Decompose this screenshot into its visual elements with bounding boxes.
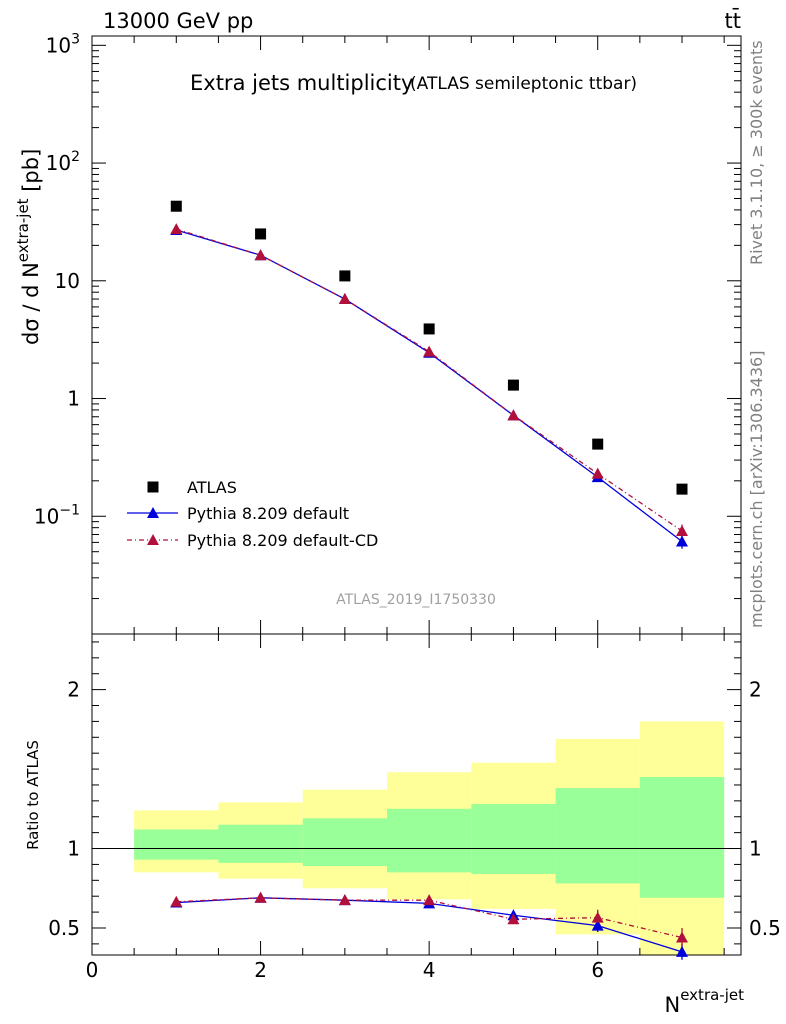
ratio-y-tick-label-right: 0.5 xyxy=(749,916,781,940)
legend: ATLAS Pythia 8.209 default Pythia 8.209 de… xyxy=(127,478,378,550)
legend-pythia-8-209-default-marker xyxy=(147,507,159,518)
axis-ticks xyxy=(91,36,741,955)
pythia-8-209-default-line xyxy=(176,229,683,543)
ratio-pythia-8-209-default-cd-point xyxy=(423,894,436,906)
ratio-pythia-8-209-default-point xyxy=(591,919,604,931)
ratio-y-axis-label: Ratio to ATLAS xyxy=(24,740,42,850)
atlas-point xyxy=(507,379,519,391)
legend-atlas-marker xyxy=(147,481,159,493)
header-left-label: 13000 GeV pp xyxy=(103,9,253,33)
ratio-pythia-8-209-default-cd-point xyxy=(338,894,351,906)
main-y-tick-label: 103 xyxy=(46,31,80,57)
tick-labels: 10−1 1 10 102 103 0 2 4 6 0.5 0.5 1 1 2 2 dσ / d Nextra… xyxy=(14,31,781,1017)
pythia-8-209-default-cd-point xyxy=(591,467,604,479)
watermark-label: ATLAS_2019_I1750330 xyxy=(336,592,496,608)
pythia-8-209-default-cd-line xyxy=(176,228,683,532)
atlas-point xyxy=(592,438,604,450)
ratio-y-tick-label: 0.5 xyxy=(48,916,80,940)
legend-pythia-8-209-default-label: Pythia 8.209 default xyxy=(187,504,349,523)
pythia-8-209-default-cd-point xyxy=(338,293,351,305)
ratio-plot-frame xyxy=(91,633,742,956)
atlas-point xyxy=(676,483,688,495)
ratio-pythia-8-209-default-cd-point xyxy=(591,911,604,923)
inner-band-bin-3 xyxy=(302,818,387,867)
chart-subtitle: (ATLAS semileptonic ttbar) xyxy=(410,74,637,94)
ratio-y-tick-label-right: 2 xyxy=(749,678,762,702)
inner-band-bin-6 xyxy=(555,788,640,884)
inner-band-bin-1 xyxy=(134,829,219,860)
inner-band-bin-5 xyxy=(471,804,556,874)
x-tick-label: 0 xyxy=(86,958,99,982)
main-y-tick-label: 1 xyxy=(67,387,80,411)
pythia-8-209-default-point xyxy=(676,535,688,547)
atlas-point xyxy=(170,200,182,212)
legend-pythia-8-209-default-cd-marker xyxy=(147,534,159,545)
ratio-pythia-8-209-default-cd-point xyxy=(676,931,688,943)
x-tick-label: 6 xyxy=(591,958,604,982)
data-markers xyxy=(170,200,688,957)
atlas-point xyxy=(423,323,435,335)
main-y-tick-label: 102 xyxy=(46,149,80,175)
x-tick-label: 4 xyxy=(423,958,436,982)
ratio-pythia-8-209-default-cd-point xyxy=(507,913,520,925)
pythia-8-209-default-cd-point xyxy=(254,249,267,261)
plot-frames xyxy=(91,35,742,956)
legend-pythia-8-209-default-cd-label: Pythia 8.209 default-CD xyxy=(187,531,378,550)
x-tick-label: 2 xyxy=(254,958,267,982)
x-axis-label: Nextra-jet xyxy=(665,986,745,1017)
chart-title: Extra jets multiplicity xyxy=(190,71,413,95)
ratio-pythia-8-209-default-cd-point xyxy=(254,891,267,903)
legend-atlas-label: ATLAS xyxy=(187,478,237,497)
atlas-point xyxy=(339,270,351,282)
mcplots-reference-label: mcplots.cern.ch [arXiv:1306.3436] xyxy=(747,351,766,628)
pythia-8-209-default-cd-point xyxy=(676,524,688,536)
inner-band-bin-4 xyxy=(387,808,472,873)
inner-band-bin-2 xyxy=(218,824,303,863)
main-y-tick-label: 10 xyxy=(55,269,80,293)
main-y-tick-label: 10−1 xyxy=(34,502,80,528)
rivet-version-label: Rivet 3.1.10, ≥ 300k events xyxy=(747,40,766,265)
ratio-y-tick-label: 1 xyxy=(67,837,80,861)
ratio-pythia-8-209-default-cd-point xyxy=(170,895,183,907)
main-y-axis-label: dσ / d Nextra-jet [pb] xyxy=(14,149,43,345)
ratio-y-tick-label: 2 xyxy=(67,678,80,702)
pythia-8-209-default-cd-point xyxy=(170,223,183,235)
pythia-8-209-default-cd-point xyxy=(507,409,520,421)
pythia-8-209-default-cd-point xyxy=(423,345,436,357)
inner-band-bin-7 xyxy=(639,777,725,898)
header-right-label: tt̄ xyxy=(725,8,741,33)
ratio-pythia-8-209-default-point xyxy=(676,945,688,957)
atlas-point xyxy=(255,228,267,240)
ratio-uncertainty-bands xyxy=(134,721,725,955)
ratio-y-tick-label-right: 1 xyxy=(749,837,762,861)
